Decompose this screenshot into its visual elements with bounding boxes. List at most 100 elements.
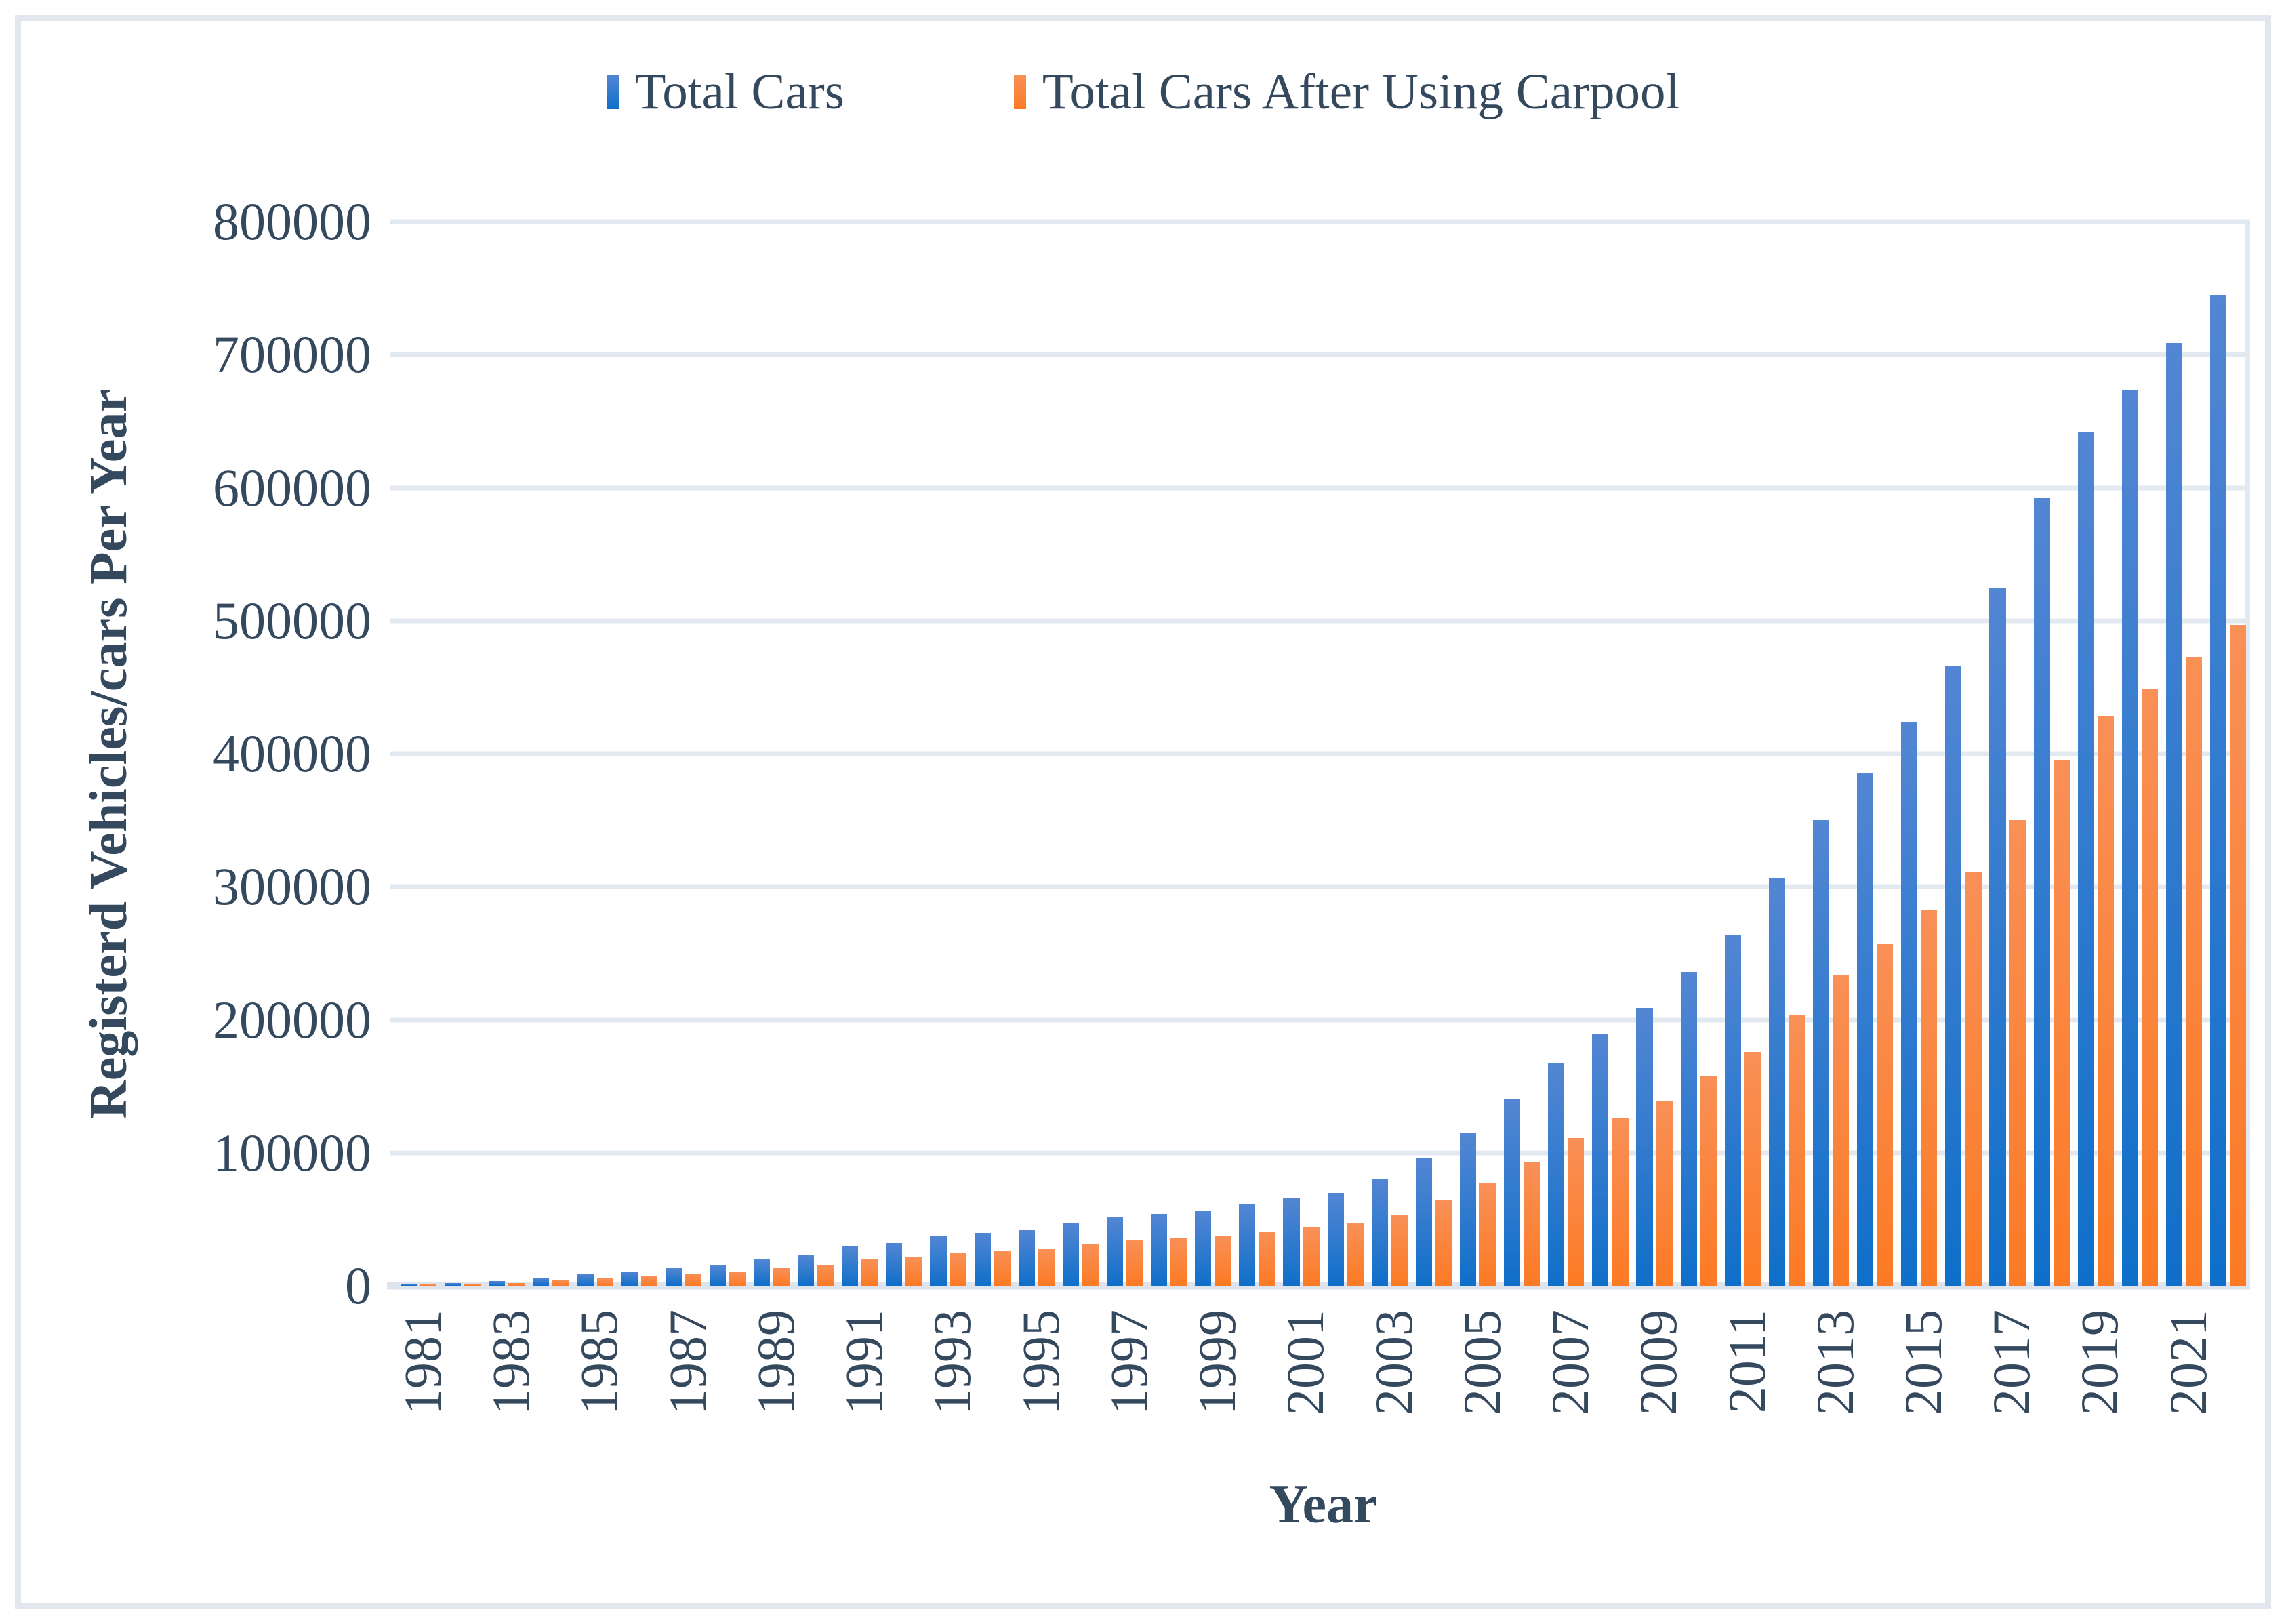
bar-total-cars-2003 [1371, 1179, 1388, 1286]
total-cars-swatch-icon [606, 75, 619, 109]
x-tick-label-1997: 1997 [1099, 1310, 1158, 1415]
category-1987 [661, 222, 706, 1286]
bar-total-cars-2001 [1283, 1198, 1300, 1286]
category-1985 [573, 222, 617, 1286]
x-tick-label-2015: 2015 [1893, 1310, 1953, 1415]
x-tick-label-1989: 1989 [746, 1310, 805, 1415]
bar-carpool-2022 [2230, 625, 2247, 1286]
bar-carpool-2020 [2141, 689, 2159, 1286]
bar-carpool-1999 [1215, 1236, 1231, 1286]
bar-total-cars-2015 [1901, 721, 1918, 1286]
x-tick-cell-2003: 2003 [1364, 1310, 1423, 1472]
bar-total-cars-2011 [1724, 934, 1741, 1286]
y-tick-label-600000: 600000 [213, 458, 371, 517]
category-1999 [1191, 222, 1235, 1286]
x-tick-cell-2005: 2005 [1452, 1310, 1511, 1472]
bar-total-cars-2022 [2210, 294, 2227, 1286]
category-1996 [1059, 222, 1103, 1286]
x-tick-cell-2009: 2009 [1629, 1310, 1688, 1472]
bar-carpool-2009 [1656, 1100, 1673, 1286]
category-2014 [1853, 222, 1897, 1286]
bar-total-cars-1999 [1195, 1211, 1212, 1286]
x-tick-label-1991: 1991 [834, 1310, 894, 1415]
bar-carpool-1996 [1082, 1244, 1099, 1286]
x-tick-label-1985: 1985 [569, 1310, 629, 1415]
bar-total-cars-1995 [1018, 1230, 1035, 1286]
x-tick-cell-1991: 1991 [834, 1310, 894, 1472]
legend-item-total-cars: Total Cars [606, 66, 844, 117]
bar-carpool-2010 [1700, 1076, 1717, 1286]
bar-total-cars-2006 [1504, 1099, 1521, 1286]
gridline-700000 [390, 352, 2250, 357]
category-1984 [529, 222, 573, 1286]
bar-carpool-2017 [2009, 820, 2026, 1286]
bar-carpool-2003 [1391, 1215, 1408, 1286]
bar-carpool-1981 [420, 1284, 437, 1286]
bar-total-cars-2002 [1327, 1192, 1344, 1286]
category-2008 [1588, 222, 1632, 1286]
bar-carpool-1989 [773, 1267, 790, 1286]
x-tick-cell-2016 [1950, 1310, 1985, 1472]
category-1983 [485, 222, 529, 1286]
bar-carpool-2019 [2097, 716, 2114, 1286]
bar-total-cars-1990 [798, 1255, 815, 1286]
bar-carpool-1994 [994, 1251, 1011, 1286]
x-tick-cell-1995: 1995 [1011, 1310, 1070, 1472]
category-2006 [1500, 222, 1544, 1286]
x-axis-line [387, 1282, 2250, 1290]
x-tick-cell-1990 [802, 1310, 838, 1472]
category-2001 [1280, 222, 1324, 1286]
bar-total-cars-1989 [753, 1259, 771, 1286]
gridline-100000 [390, 1150, 2250, 1156]
x-tick-cell-1992 [891, 1310, 926, 1472]
bar-carpool-2015 [1921, 910, 1938, 1286]
category-1989 [750, 222, 794, 1286]
gridline-200000 [390, 1017, 2250, 1022]
category-2015 [1897, 222, 1941, 1286]
y-tick-label-200000: 200000 [213, 990, 371, 1049]
plot-right-border [2245, 222, 2250, 1286]
y-tick-label-700000: 700000 [213, 325, 371, 384]
bar-carpool-2001 [1303, 1227, 1320, 1286]
bar-carpool-1990 [817, 1265, 834, 1286]
category-2003 [1368, 222, 1412, 1286]
x-tick-label-1987: 1987 [657, 1310, 717, 1415]
carpool-swatch-icon [1013, 75, 1026, 109]
bar-total-cars-1993 [930, 1236, 947, 1286]
legend-label-carpool: Total Cars After Using Carpool [1042, 64, 1680, 120]
bar-total-cars-1994 [974, 1233, 991, 1286]
y-tick-label-400000: 400000 [213, 724, 371, 783]
bar-total-cars-2009 [1636, 1007, 1653, 1286]
x-tick-cell-1984 [537, 1310, 573, 1472]
x-tick-cell-1993: 1993 [922, 1310, 981, 1472]
bar-carpool-2021 [2186, 657, 2203, 1286]
x-tick-cell-2017: 2017 [1982, 1310, 2041, 1472]
bar-total-cars-1982 [445, 1283, 462, 1286]
bar-carpool-1986 [640, 1276, 657, 1286]
bar-total-cars-2018 [2033, 498, 2050, 1286]
x-tick-cell-2015: 2015 [1893, 1310, 1953, 1472]
x-axis-tick-labels: 1981 1983 1985 1987 1989 1991 1993 1995 1997 1999… [393, 1310, 2250, 1472]
bar-total-cars-1981 [400, 1284, 417, 1286]
x-tick-cell-2010 [1685, 1310, 1720, 1472]
x-tick-cell-2013: 2013 [1805, 1310, 1864, 1472]
x-tick-cell-1986 [626, 1310, 661, 1472]
category-1982 [441, 222, 485, 1286]
category-2019 [2074, 222, 2118, 1286]
gridline-300000 [390, 884, 2250, 889]
category-2007 [1544, 222, 1588, 1286]
bar-total-cars-2008 [1592, 1034, 1609, 1286]
x-tick-cell-2018 [2038, 1310, 2073, 1472]
bar-carpool-2006 [1524, 1161, 1540, 1286]
x-tick-cell-2006 [1509, 1310, 1544, 1472]
bar-carpool-2000 [1259, 1232, 1275, 1286]
category-2020 [2118, 222, 2162, 1286]
bar-total-cars-1992 [886, 1243, 903, 1286]
x-tick-cell-2007: 2007 [1540, 1310, 1599, 1472]
x-tick-label-2009: 2009 [1629, 1310, 1688, 1415]
gridline-400000 [390, 751, 2250, 756]
bar-carpool-2011 [1744, 1051, 1761, 1286]
category-1990 [794, 222, 838, 1286]
category-1994 [971, 222, 1015, 1286]
